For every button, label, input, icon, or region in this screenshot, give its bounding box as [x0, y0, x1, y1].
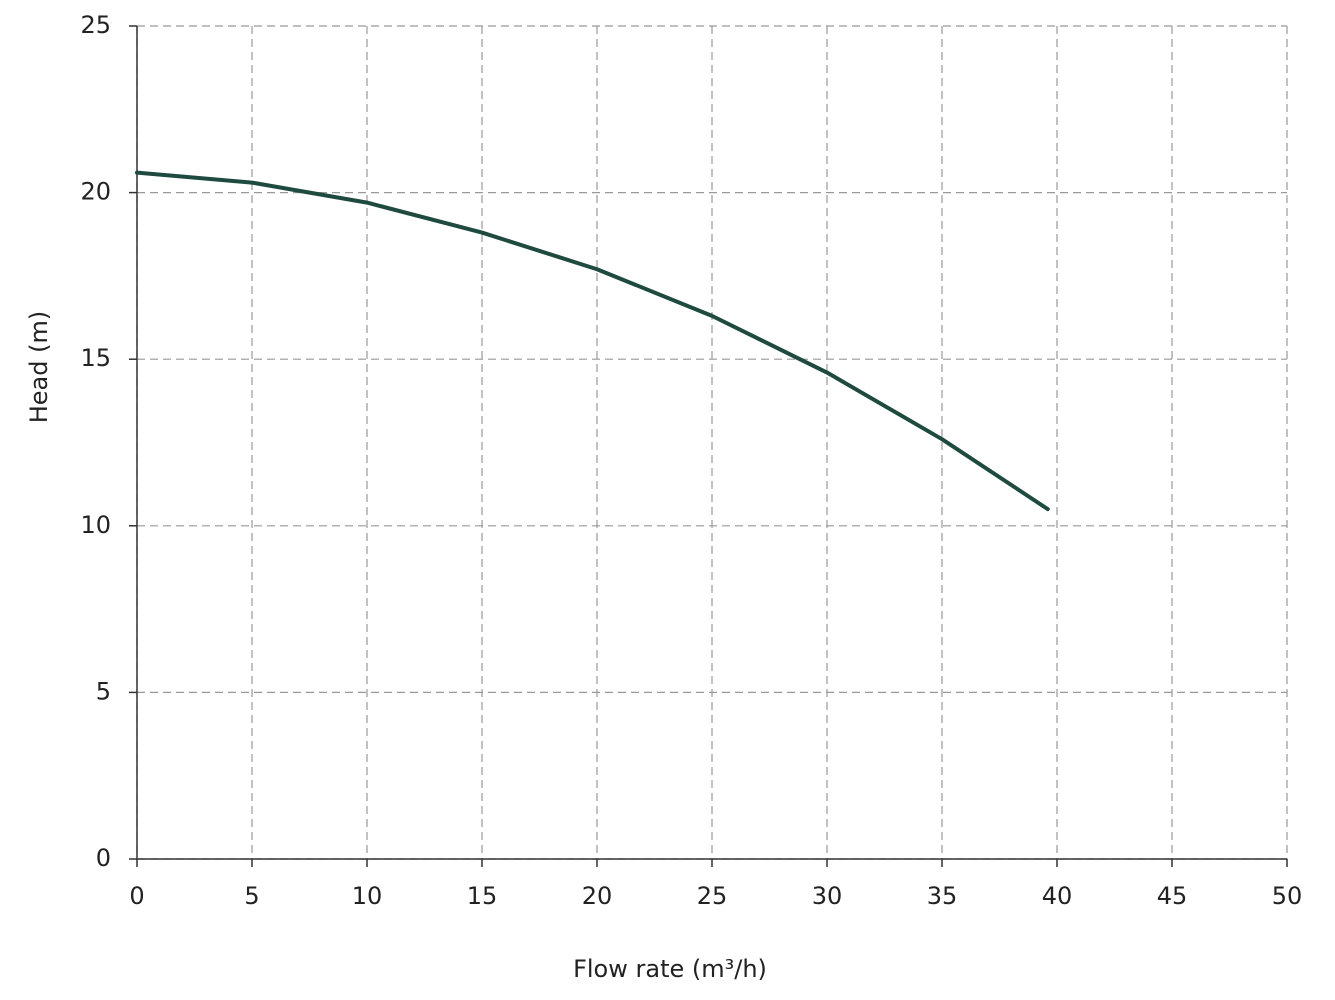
y-tick-label: 0 [96, 844, 111, 872]
y-tick-label: 10 [80, 511, 111, 539]
data-line [135, 170, 1050, 512]
x-tick-label: 20 [582, 882, 613, 910]
x-tick-label: 25 [697, 882, 728, 910]
x-axis-label: Flow rate (m³/h) [573, 955, 767, 983]
x-tick-label: 30 [812, 882, 843, 910]
y-tick-label: 20 [80, 178, 111, 206]
y-axis-label: Head (m) [25, 311, 53, 424]
x-tick-label: 40 [1042, 882, 1073, 910]
x-tick-label: 10 [352, 882, 383, 910]
x-tick-label: 35 [927, 882, 958, 910]
y-tick-label: 15 [80, 344, 111, 372]
y-tick-label: 25 [80, 11, 111, 39]
y-tick-label: 5 [96, 677, 111, 705]
x-tick-label: 50 [1272, 882, 1303, 910]
x-tick-label: 15 [467, 882, 498, 910]
x-tick-label: 5 [244, 882, 259, 910]
x-tick-label: 0 [129, 882, 144, 910]
x-tick-label: 45 [1157, 882, 1188, 910]
